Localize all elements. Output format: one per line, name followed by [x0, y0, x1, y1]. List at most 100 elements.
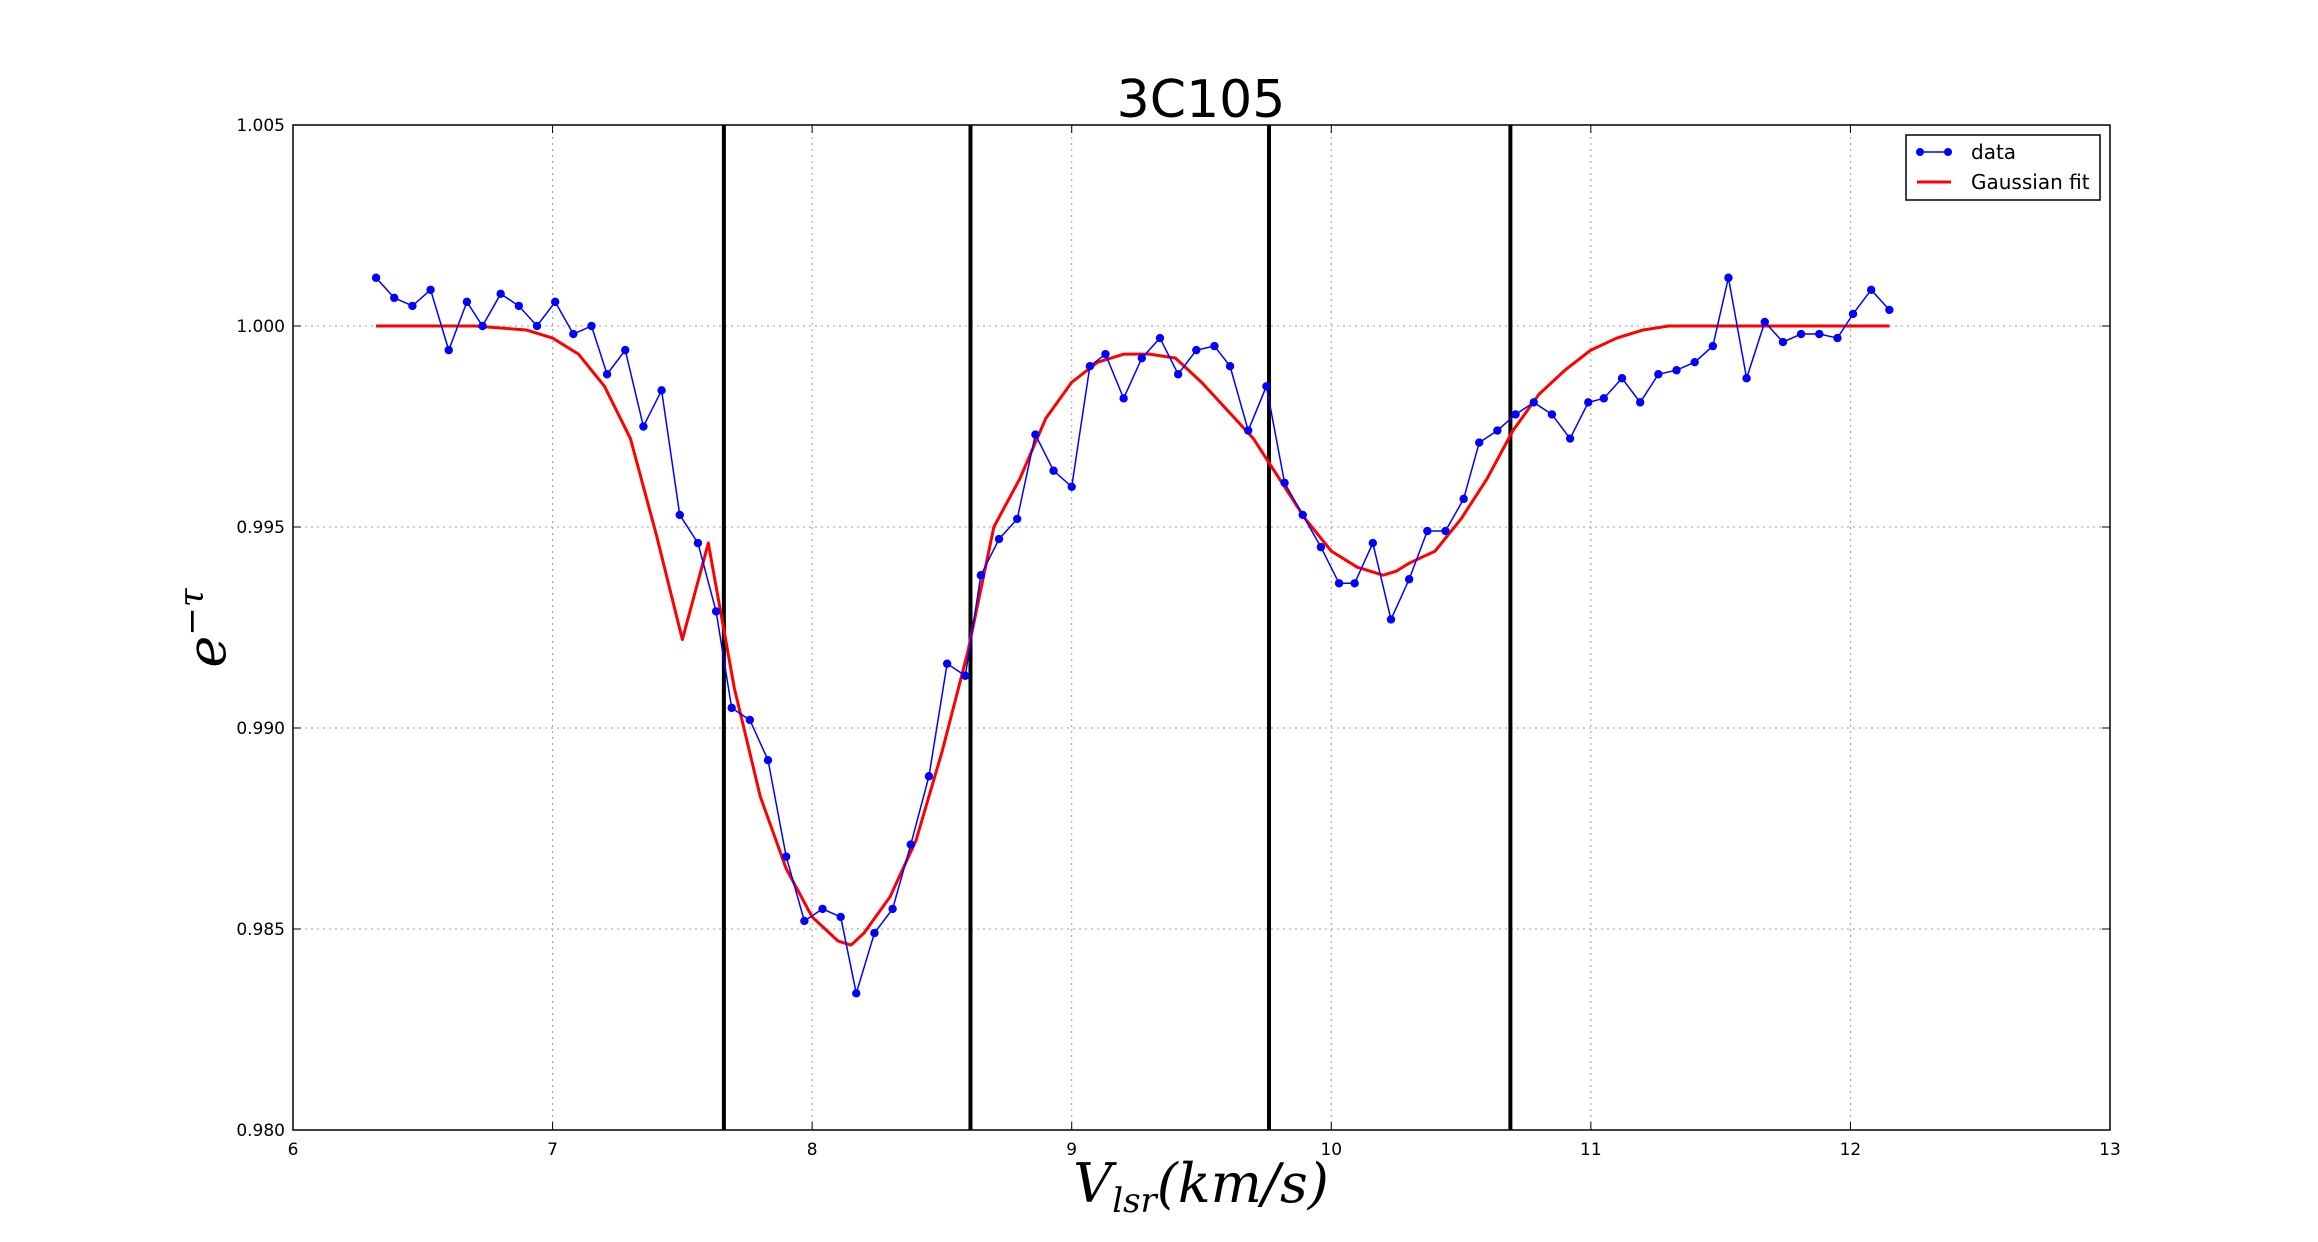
y-tick-label: 1.005 [236, 116, 285, 136]
data-point [532, 321, 542, 331]
data-point [1210, 341, 1219, 351]
data-point [852, 989, 861, 998]
data-point [1049, 466, 1058, 475]
data-point [1617, 374, 1627, 383]
data-point [390, 293, 399, 303]
data-point [1760, 317, 1769, 327]
data-point [1848, 309, 1858, 319]
data-point [639, 422, 648, 431]
data-point [961, 671, 970, 680]
x-tick-label: 6 [288, 1140, 299, 1160]
data-series-line [375, 277, 1890, 994]
data-point [1778, 337, 1788, 347]
data-point [1192, 345, 1201, 355]
data-point [1742, 374, 1751, 383]
chart-title: 3C105 [1117, 70, 1286, 130]
data-point [1654, 370, 1663, 379]
y-tick-label: 1.000 [236, 317, 285, 337]
data-point [1423, 526, 1432, 536]
data-point [657, 386, 666, 395]
data-point [1493, 426, 1502, 435]
x-tick-labels: 6 7 8 9 10 11 12 13 [288, 1140, 2121, 1160]
data-point [1796, 329, 1806, 339]
data-point [514, 301, 524, 311]
data-point [602, 370, 612, 379]
data-point [675, 510, 684, 520]
data-point [836, 912, 845, 922]
data-point [1815, 329, 1824, 339]
data-point [976, 571, 986, 580]
data-point [818, 904, 827, 914]
data-point [924, 772, 934, 781]
data-point [1085, 362, 1095, 371]
data-point [711, 607, 721, 616]
data-point [1137, 353, 1147, 363]
data-point [462, 297, 472, 307]
data-point [745, 715, 755, 725]
data-point [1690, 357, 1699, 367]
data-point [1441, 526, 1450, 536]
tick-marks [292, 124, 2111, 1131]
y-tick-labels: 0.980 0.985 0.990 0.995 1.000 1.005 [236, 116, 285, 1141]
data-point [1280, 478, 1289, 487]
data-point [906, 840, 915, 849]
data-point [1599, 394, 1609, 403]
data-point [1529, 398, 1538, 407]
plot-background [293, 125, 2110, 1130]
x-tick-label: 11 [1580, 1140, 1602, 1160]
data-point [1155, 333, 1165, 343]
data-point [1368, 538, 1378, 548]
data-point [1013, 514, 1022, 524]
x-tick-label: 8 [807, 1140, 818, 1160]
plot-frame [292, 124, 2111, 1131]
data-point [1833, 333, 1842, 343]
y-tick-label: 0.980 [236, 1121, 285, 1141]
data-point [1672, 366, 1681, 375]
legend-box [1905, 134, 2101, 201]
data-point [496, 289, 505, 299]
data-point [781, 852, 791, 861]
data-point [426, 285, 435, 295]
data-point [1350, 579, 1359, 588]
data-point [1298, 510, 1307, 520]
data-point [1635, 398, 1645, 407]
legend-data-marker [1916, 148, 1924, 156]
legend-data-marker [1944, 148, 1952, 156]
x-tick-label: 12 [1840, 1140, 1862, 1160]
data-point [1316, 542, 1326, 552]
x-tick-label: 10 [1320, 1140, 1342, 1160]
data-point [1565, 434, 1575, 443]
data-point [550, 297, 560, 307]
legend: data Gaussian fit [1905, 134, 2101, 201]
data-point [942, 659, 952, 668]
data-point [1031, 430, 1040, 439]
data-point [1724, 273, 1733, 282]
data-point [994, 534, 1004, 544]
data-point [727, 703, 736, 713]
data-point [1262, 382, 1271, 391]
x-axis-label: Vlsr(km/s) [1073, 1152, 1329, 1221]
data-point [371, 273, 381, 282]
data-point [1708, 341, 1718, 351]
data-point [1067, 482, 1076, 491]
y-tick-label: 0.985 [236, 920, 285, 940]
series-layer [371, 273, 1894, 998]
plot-area [292, 124, 2111, 1131]
data-point [621, 345, 630, 355]
data-point [1584, 398, 1593, 407]
data-point [1885, 305, 1894, 315]
data-point [1866, 285, 1876, 295]
vertical-markers [721, 125, 1513, 1130]
legend-data-label: data [1971, 140, 2016, 164]
data-point [587, 321, 596, 331]
data-point [1475, 438, 1484, 447]
data-point [800, 916, 809, 926]
data-point [1101, 349, 1110, 359]
data-point [1404, 575, 1414, 584]
x-tick-label: 13 [2099, 1140, 2121, 1160]
data-point [1511, 410, 1520, 419]
data-point [1386, 615, 1396, 624]
y-tick-label: 0.995 [236, 518, 285, 538]
data-point [1244, 426, 1253, 435]
